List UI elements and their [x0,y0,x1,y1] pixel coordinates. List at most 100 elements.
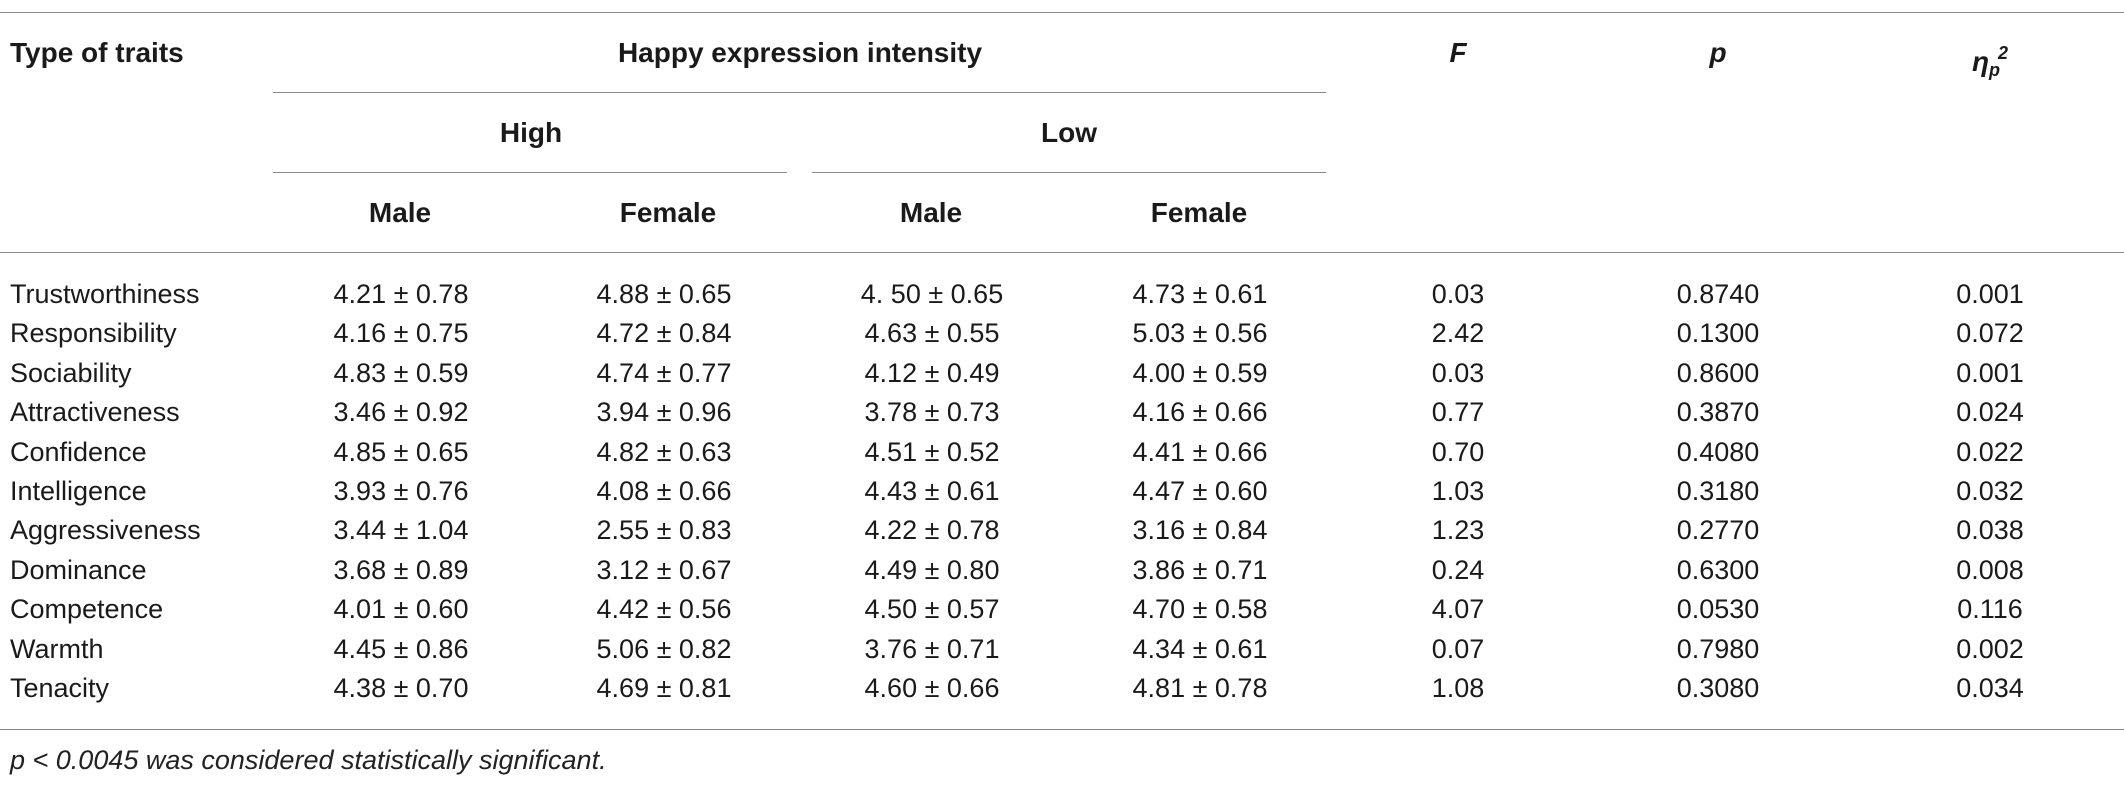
cell-f: 1.23 [1431,515,1485,546]
header-low: Low [1041,117,1097,148]
cell-p: 0.4080 [1676,436,1760,467]
cell-low-male: 4.63 ± 0.55 [864,318,1000,349]
cell-p: 0.3080 [1676,673,1760,703]
eta-symbol: η [1971,46,1990,77]
cell-high-male: 4.21 ± 0.78 [333,279,469,309]
cell-trait: Sociability [10,357,132,388]
cell-low-female: 4.41 ± 0.66 [1132,436,1268,467]
cell-high-male: 3.46 ± 0.92 [333,397,469,428]
header-partial-eta-squared: ηp2 [1972,37,2008,86]
cell-trait: Responsibility [10,318,177,349]
cell-eta: 0.002 [1956,633,2024,664]
table-bottom-rule [0,729,2124,730]
cell-low-female: 4.81 ± 0.78 [1132,673,1268,703]
cell-eta: 0.116 [1957,594,2023,625]
eta-superscript: 2 [1998,43,2009,63]
cell-low-male: 4.43 ± 0.61 [864,476,1000,506]
cell-trait: Aggressiveness [10,515,201,546]
cell-high-female: 4.88 ± 0.65 [596,279,732,309]
cell-high-male: 4.45 ± 0.86 [333,633,469,664]
cell-p: 0.8740 [1676,279,1760,309]
cell-trait: Tenacity [10,673,110,703]
cell-p: 0.0530 [1676,594,1760,625]
cell-eta: 0.072 [1956,318,2024,349]
header-high-male: Male [368,197,432,228]
happy-intensity-underline [273,92,1326,93]
cell-low-male: 4.50 ± 0.57 [864,594,1000,625]
eta-subscript: p [1989,60,2001,80]
header-type-of-traits: Type of traits [10,37,184,68]
cell-eta: 0.032 [1956,476,2024,506]
cell-f: 0.24 [1431,554,1485,585]
cell-low-male: 4.22 ± 0.78 [864,515,1000,546]
cell-high-male: 4.38 ± 0.70 [333,673,469,703]
cell-p: 0.6300 [1676,554,1760,585]
cell-high-male: 4.16 ± 0.75 [333,318,469,349]
cell-low-female: 4.16 ± 0.66 [1132,397,1268,428]
cell-low-female: 4.47 ± 0.60 [1132,476,1268,506]
cell-low-male: 3.76 ± 0.71 [864,633,1000,664]
header-low-female: Female [1150,197,1248,228]
cell-low-male: 4.60 ± 0.66 [864,673,1000,703]
cell-f: 2.42 [1431,318,1485,349]
cell-eta: 0.008 [1956,554,2024,585]
cell-high-female: 4.08 ± 0.66 [596,476,732,506]
cell-p: 0.2770 [1676,515,1760,546]
cell-f: 4.07 [1431,594,1485,625]
cell-low-male: 4.49 ± 0.80 [864,554,1000,585]
cell-trait: Intelligence [10,476,147,506]
cell-high-female: 4.69 ± 0.81 [596,673,732,703]
cell-high-female: 4.42 ± 0.56 [596,594,732,625]
cell-f: 1.03 [1431,476,1485,506]
cell-eta: 0.001 [1956,357,2024,388]
cell-eta: 0.024 [1956,397,2024,428]
cell-trait: Trustworthiness [10,279,200,309]
cell-high-male: 3.68 ± 0.89 [333,554,469,585]
header-bottom-rule [0,252,2124,253]
cell-trait: Competence [10,594,164,625]
cell-low-female: 3.86 ± 0.71 [1132,554,1268,585]
cell-high-male: 4.83 ± 0.59 [333,357,469,388]
cell-p: 0.7980 [1676,633,1760,664]
cell-p: 0.3870 [1676,397,1760,428]
cell-high-female: 4.74 ± 0.77 [596,357,732,388]
cell-low-male: 4.12 ± 0.49 [864,357,1000,388]
cell-p: 0.3180 [1676,476,1760,506]
cell-trait: Attractiveness [10,397,180,428]
cell-low-male: 4.51 ± 0.52 [864,436,1000,467]
cell-high-male: 3.44 ± 1.04 [333,515,469,546]
cell-low-female: 4.00 ± 0.59 [1132,357,1268,388]
cell-trait: Warmth [10,633,104,664]
cell-eta: 0.022 [1956,436,2024,467]
cell-eta: 0.001 [1956,279,2024,309]
cell-high-female: 3.94 ± 0.96 [596,397,732,428]
header-high: High [499,117,563,148]
header-low-male: Male [899,197,963,228]
high-underline [273,172,787,173]
cell-high-female: 4.72 ± 0.84 [596,318,732,349]
header-high-female: Female [619,197,717,228]
cell-high-female: 5.06 ± 0.82 [596,633,732,664]
cell-trait: Confidence [10,436,147,467]
cell-low-male: 3.78 ± 0.73 [864,397,1000,428]
cell-f: 0.03 [1431,279,1485,309]
cell-high-male: 4.85 ± 0.65 [333,436,469,467]
cell-low-female: 4.73 ± 0.61 [1132,279,1268,309]
cell-low-female: 4.34 ± 0.61 [1132,633,1268,664]
top-rule [0,12,2124,13]
cell-f: 0.77 [1431,397,1485,428]
cell-f: 0.03 [1431,357,1485,388]
cell-low-female: 4.70 ± 0.58 [1132,594,1268,625]
cell-low-female: 3.16 ± 0.84 [1132,515,1268,546]
header-happy-expression-intensity: Happy expression intensity [617,37,983,68]
cell-high-male: 3.93 ± 0.76 [333,476,469,506]
cell-p: 0.1300 [1676,318,1760,349]
cell-trait: Dominance [10,554,147,585]
cell-high-female: 4.82 ± 0.63 [596,436,732,467]
low-underline [812,172,1326,173]
cell-f: 0.70 [1431,436,1485,467]
header-p: p [1709,37,1727,68]
cell-eta: 0.034 [1956,673,2024,703]
cell-high-female: 2.55 ± 0.83 [596,515,732,546]
cell-eta: 0.038 [1956,515,2024,546]
